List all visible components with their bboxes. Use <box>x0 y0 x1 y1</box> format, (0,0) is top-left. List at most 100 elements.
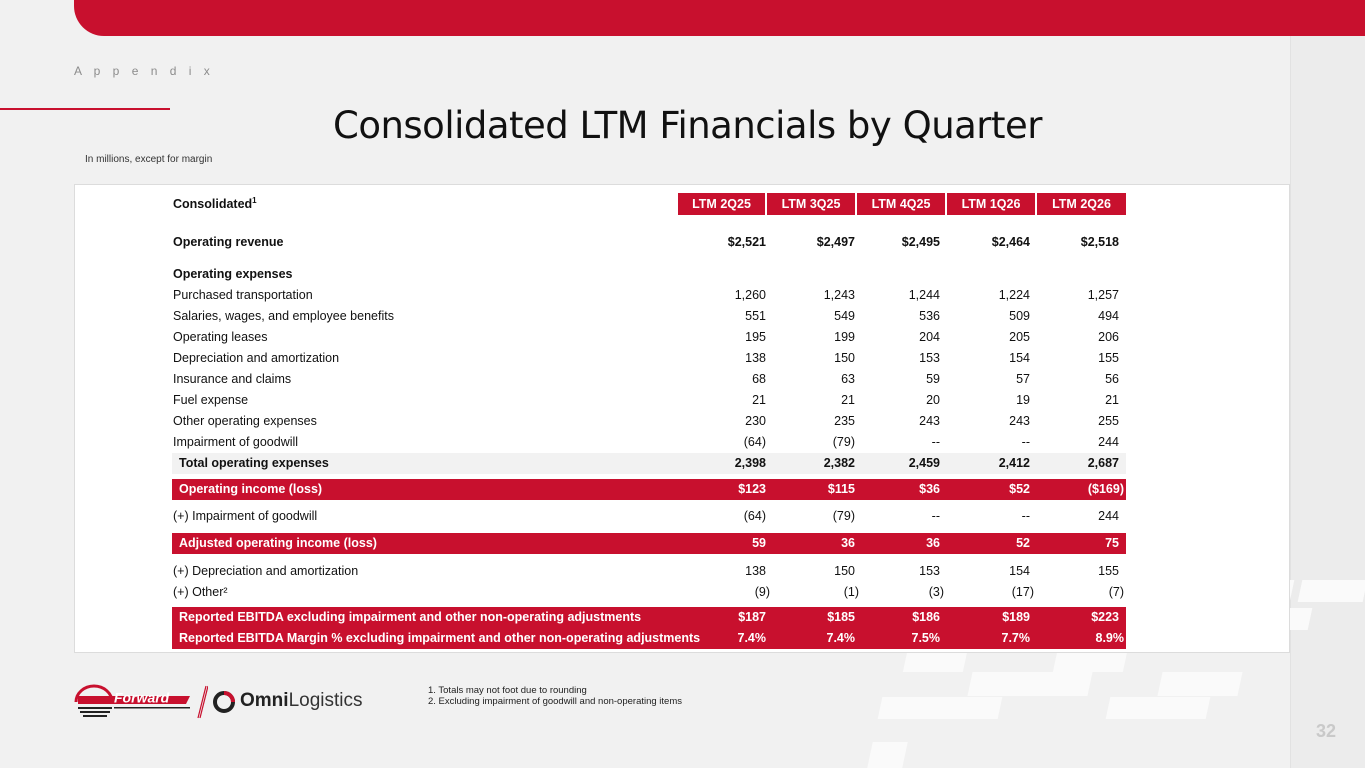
cell: 56 <box>1105 372 1119 386</box>
cell: 2,412 <box>998 456 1030 470</box>
row-label: Impairment of goodwill <box>173 435 299 449</box>
cell: 1,243 <box>823 288 855 302</box>
cell: 153 <box>919 564 940 578</box>
cell: 509 <box>1009 309 1030 323</box>
cell: $52 <box>1009 482 1030 496</box>
table-row-section-heading: Operating expenses <box>172 264 1126 285</box>
cell: (17) <box>1011 585 1034 599</box>
table-row: Purchased transportation 1,260 1,243 1,2… <box>172 285 1126 306</box>
row-label: Insurance and claims <box>173 372 292 386</box>
omni-logo-icon <box>213 691 235 713</box>
table-row-highlight: Reported EBITDA excluding impairment and… <box>172 607 1126 628</box>
top-banner <box>74 0 1365 36</box>
cell: 549 <box>834 309 855 323</box>
cell: $223 <box>1091 610 1119 624</box>
cell: (7) <box>1108 585 1124 599</box>
column-header: LTM 1Q26 <box>947 193 1035 215</box>
decorative-block <box>1297 580 1365 602</box>
table-row: Operating leases 195 199 204 205 206 <box>172 327 1126 348</box>
table-panel <box>74 184 1290 653</box>
table-row: Impairment of goodwill (64) (79) -- -- 2… <box>172 432 1126 453</box>
cell: $115 <box>827 482 855 496</box>
cell: 155 <box>1098 351 1119 365</box>
cell: 494 <box>1098 309 1119 323</box>
cell: 36 <box>926 536 940 550</box>
row-label: Salaries, wages, and employee benefits <box>173 309 394 323</box>
forward-logo-text: Forward <box>114 690 170 706</box>
table-row: Salaries, wages, and employee benefits 5… <box>172 306 1126 327</box>
row-label: Operating income (loss) <box>179 482 323 496</box>
decorative-block <box>1052 652 1128 672</box>
cell: -- <box>1021 509 1030 523</box>
decorative-block <box>902 652 968 672</box>
cell: -- <box>1021 435 1030 449</box>
cell: (79) <box>832 509 855 523</box>
cell: 1,260 <box>734 288 766 302</box>
cell: $36 <box>919 482 940 496</box>
table-row-highlight: Reported EBITDA Margin % excluding impai… <box>172 628 1126 649</box>
page-title: Consolidated LTM Financials by Quarter <box>332 104 1043 147</box>
row-label: Depreciation and amortization <box>173 351 340 365</box>
footnote: 1. Totals may not foot due to rounding <box>428 685 587 696</box>
cell: 195 <box>745 330 766 344</box>
omni-logo-text: OmniLogistics <box>240 690 363 711</box>
cell: $185 <box>827 610 855 624</box>
cell: 21 <box>1105 393 1119 407</box>
cell: 21 <box>752 393 766 407</box>
section-label: A p p e n d i x <box>74 64 215 78</box>
cell: 2,687 <box>1087 456 1119 470</box>
cell: 243 <box>1009 414 1030 428</box>
cell: 206 <box>1098 330 1119 344</box>
table-row: (+) Impairment of goodwill (64) (79) -- … <box>172 506 1126 527</box>
cell: 21 <box>841 393 855 407</box>
row-label: Total operating expenses <box>179 456 329 470</box>
cell: 59 <box>752 536 766 550</box>
column-header: LTM 2Q25 <box>678 193 765 215</box>
row-label: (+) Other² <box>173 585 228 599</box>
cell: 52 <box>1016 536 1030 550</box>
cell: 154 <box>1009 351 1030 365</box>
cell: 63 <box>841 372 855 386</box>
cell: -- <box>931 435 940 449</box>
cell: 7.4% <box>737 631 767 645</box>
cell: 2,382 <box>823 456 855 470</box>
cell: 19 <box>1016 393 1030 407</box>
cell: $186 <box>912 610 940 624</box>
row-label: Operating leases <box>173 330 268 344</box>
cell: (3) <box>928 585 944 599</box>
cell: 205 <box>1009 330 1030 344</box>
cell: $2,495 <box>901 235 940 249</box>
cell: 153 <box>919 351 940 365</box>
cell: 244 <box>1098 509 1119 523</box>
cell: 199 <box>834 330 855 344</box>
cell: 36 <box>841 536 855 550</box>
cell: 155 <box>1098 564 1119 578</box>
table-row: (+) Other² (9) (1) (3) (17) (7) <box>172 582 1126 603</box>
cell: 2,459 <box>908 456 940 470</box>
table-row-highlight: Operating income (loss) $123 $115 $36 $5… <box>172 479 1126 500</box>
table-row: Fuel expense 21 21 20 19 21 <box>172 390 1126 411</box>
decorative-block <box>877 697 1003 719</box>
cell: 536 <box>919 309 940 323</box>
cell: 68 <box>752 372 766 386</box>
cell: $2,518 <box>1080 235 1119 249</box>
row-label: Fuel expense <box>173 393 249 407</box>
forward-logo: Forward <box>74 684 190 717</box>
accent-line <box>0 108 170 110</box>
cell: 255 <box>1098 414 1119 428</box>
cell: -- <box>931 509 940 523</box>
cell: 57 <box>1016 372 1030 386</box>
logo-divider <box>197 685 208 719</box>
decorative-block <box>1157 672 1243 696</box>
table-row-total: Total operating expenses 2,398 2,382 2,4… <box>172 453 1126 474</box>
footnotes: 1. Totals may not foot due to rounding 2… <box>428 685 682 707</box>
column-header: LTM 4Q25 <box>857 193 945 215</box>
cell: (1) <box>843 585 859 599</box>
cell: 235 <box>834 414 855 428</box>
column-header: LTM 2Q26 <box>1037 193 1126 215</box>
cell: 20 <box>926 393 940 407</box>
cell: 138 <box>745 564 766 578</box>
row-label: Adjusted operating income (loss) <box>179 536 377 550</box>
row-label: (+) Impairment of goodwill <box>173 509 318 523</box>
decorative-block <box>1105 697 1211 719</box>
